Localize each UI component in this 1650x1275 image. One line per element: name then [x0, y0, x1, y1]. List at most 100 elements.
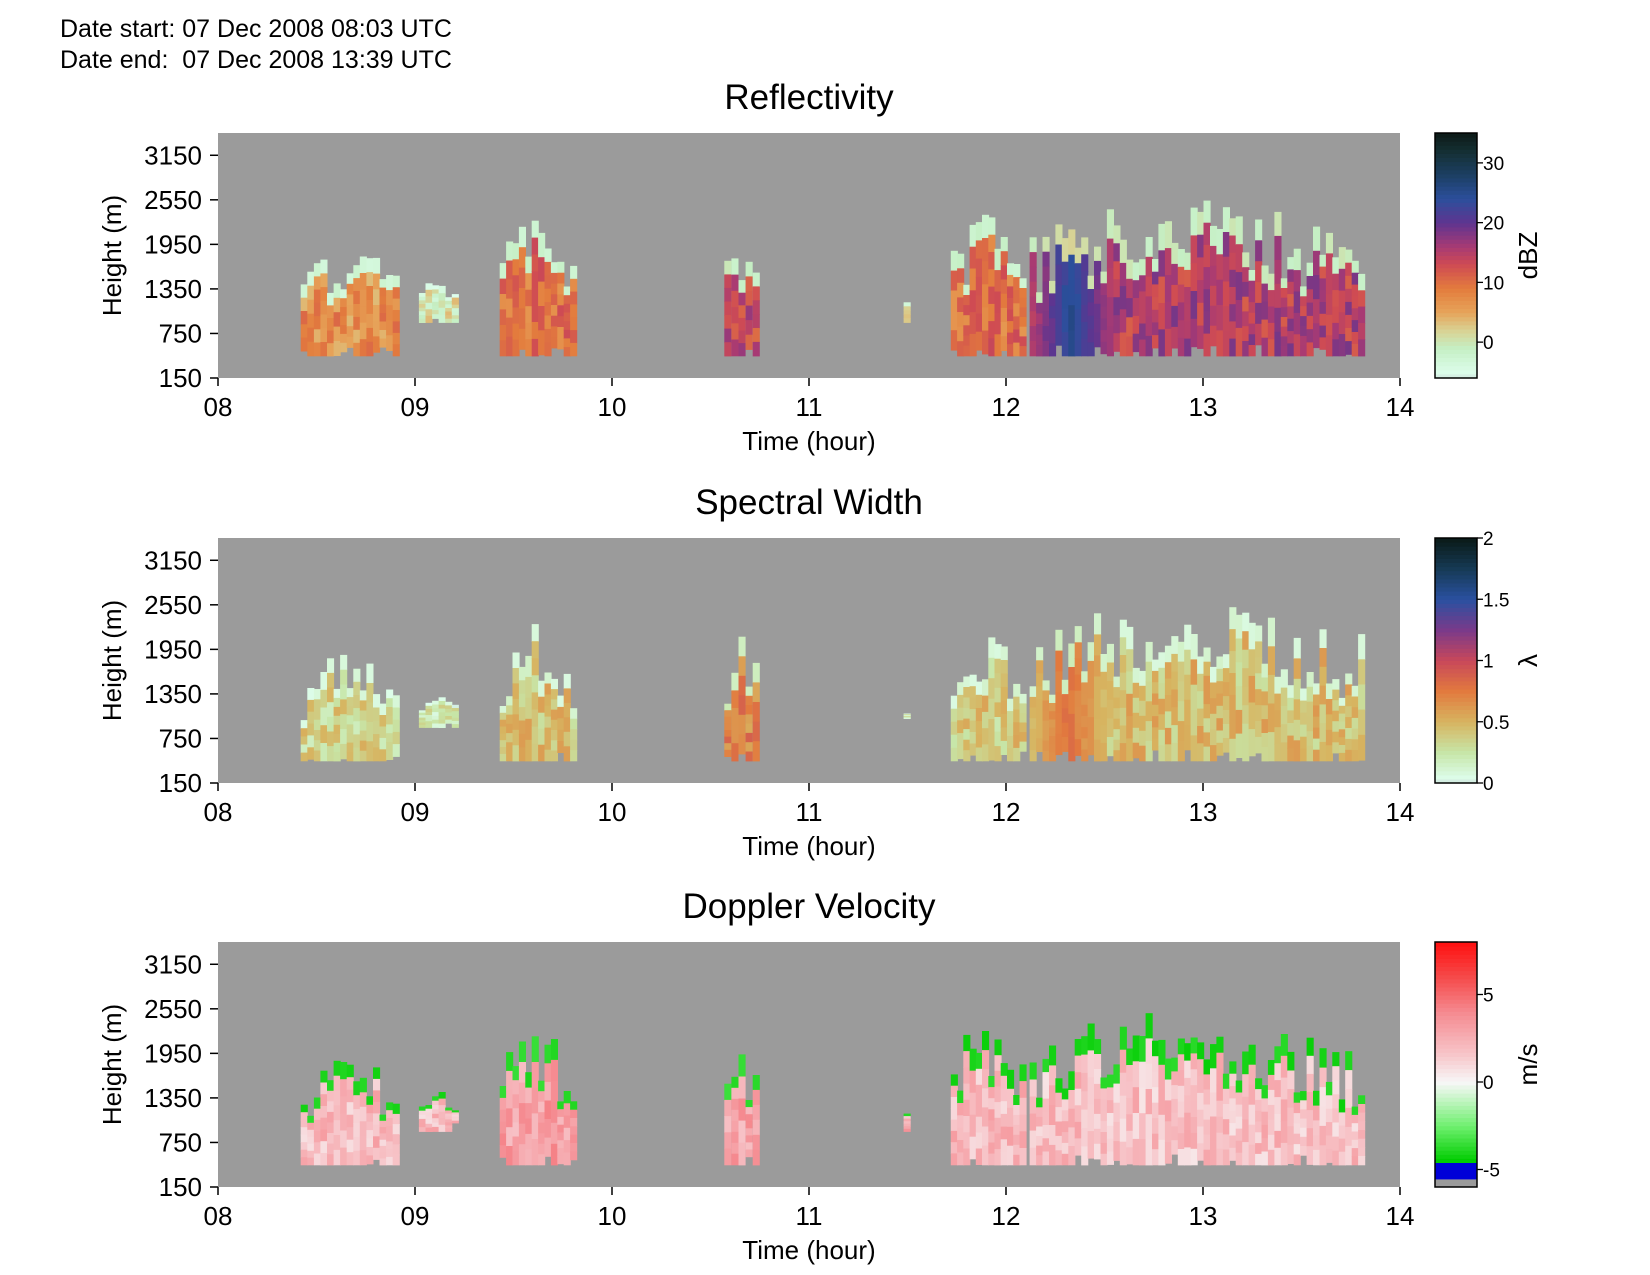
echo-cell — [1132, 1035, 1140, 1062]
echo-cell — [340, 654, 348, 671]
echo-cell — [1171, 707, 1179, 726]
colorbar-swatch — [1435, 978, 1477, 984]
echo-cell — [1287, 294, 1295, 307]
echo-cell — [1042, 266, 1050, 283]
echo-cell — [1325, 253, 1333, 275]
echo-cell — [1351, 272, 1359, 286]
echo-cell — [988, 739, 996, 761]
y-tick-label: 2550 — [144, 590, 202, 620]
echo-cell — [340, 1096, 348, 1114]
echo-cell — [1190, 291, 1198, 320]
echo-cell — [1300, 306, 1308, 317]
echo-cell — [1332, 339, 1340, 357]
echo-cell — [1019, 741, 1027, 752]
echo-cell — [1267, 1104, 1275, 1121]
echo-cell — [1358, 323, 1366, 340]
echo-cell — [531, 675, 539, 693]
echo-cell — [1049, 1125, 1057, 1146]
echo-cell — [1338, 1151, 1346, 1166]
echo-cell — [1013, 1095, 1021, 1106]
echo-cell — [969, 697, 977, 710]
echo-cell — [451, 318, 459, 323]
echo-cell — [518, 747, 526, 762]
echo-cell — [1222, 306, 1230, 332]
echo-cell — [1152, 259, 1160, 273]
echo-cell — [1248, 702, 1256, 730]
x-tick-label: 09 — [401, 797, 430, 827]
colorbar-swatch — [1435, 587, 1477, 592]
echo-cell — [1345, 1070, 1353, 1090]
echo-cell — [518, 247, 526, 269]
echo-cell — [1061, 1142, 1069, 1155]
echo-cell — [1036, 712, 1044, 726]
echo-cell — [570, 330, 578, 344]
echo-cell — [1229, 1135, 1237, 1149]
echo-cell — [1351, 1131, 1359, 1141]
echo-cell — [366, 327, 374, 343]
echo-cell — [1042, 720, 1050, 732]
echo-cell — [738, 656, 746, 677]
echo-cell — [1338, 721, 1346, 730]
echo-cell — [1081, 237, 1089, 255]
colorbar-swatch — [1435, 664, 1477, 670]
echo-cell — [445, 1107, 453, 1112]
echo-cell — [1113, 1141, 1121, 1161]
echo-cell — [982, 711, 990, 729]
echo-cell — [418, 315, 426, 320]
echo-cell — [418, 1127, 426, 1132]
echo-cell — [994, 673, 1002, 689]
colorbar-swatch — [1435, 263, 1477, 269]
echo-cell — [1013, 1105, 1021, 1116]
echo-cell — [963, 1099, 971, 1117]
colorbar-swatch — [1435, 1138, 1477, 1143]
echo-cell — [1190, 735, 1198, 762]
echo-cell — [1261, 265, 1269, 285]
echo-cell — [1319, 290, 1327, 303]
echo-cell — [300, 752, 308, 762]
echo-cell — [1087, 1104, 1095, 1132]
echo-cell — [1000, 237, 1008, 252]
echo-cell — [988, 1142, 996, 1155]
echo-cell — [1306, 672, 1314, 688]
echo-cell — [1094, 1069, 1102, 1085]
echo-cell — [1007, 1088, 1015, 1109]
echo-cell — [432, 1122, 440, 1128]
echo-cell — [1100, 725, 1108, 744]
echo-cell — [1280, 278, 1288, 289]
echo-cell — [963, 1132, 971, 1150]
echo-cell — [327, 343, 335, 357]
echo-cell — [1158, 223, 1166, 251]
echo-cell — [438, 1118, 446, 1126]
echo-cell — [1171, 1071, 1179, 1086]
echo-cell — [432, 1113, 440, 1119]
echo-cell — [1132, 280, 1140, 299]
echo-cell — [1081, 338, 1089, 357]
echo-cell — [1100, 271, 1108, 284]
echo-cell — [1100, 306, 1108, 319]
echo-cell — [538, 232, 546, 258]
echo-cell — [333, 1060, 341, 1077]
echo-cell — [1255, 657, 1263, 674]
echo-cell — [1210, 729, 1218, 746]
echo-cell — [1325, 314, 1333, 336]
echo-cell — [1351, 332, 1359, 345]
echo-cell — [950, 1074, 958, 1087]
echo-cell — [1203, 1134, 1211, 1151]
echo-cell — [425, 718, 433, 722]
echo-cell — [1203, 1119, 1211, 1136]
echo-cell — [969, 720, 977, 733]
echo-cell — [445, 719, 453, 724]
echo-cell — [445, 1128, 453, 1132]
echo-cell — [1345, 728, 1353, 740]
echo-cell — [731, 307, 739, 324]
echo-cell — [563, 731, 571, 747]
echo-cell — [1300, 700, 1308, 714]
echo-cell — [1126, 259, 1134, 280]
echo-cell — [557, 337, 565, 350]
echo-cell — [320, 1070, 328, 1084]
echo-cell — [745, 732, 753, 743]
echo-cell — [1029, 686, 1037, 698]
echo-cell — [320, 1082, 328, 1095]
echo-cell — [538, 1154, 546, 1166]
echo-cell — [1007, 344, 1015, 357]
